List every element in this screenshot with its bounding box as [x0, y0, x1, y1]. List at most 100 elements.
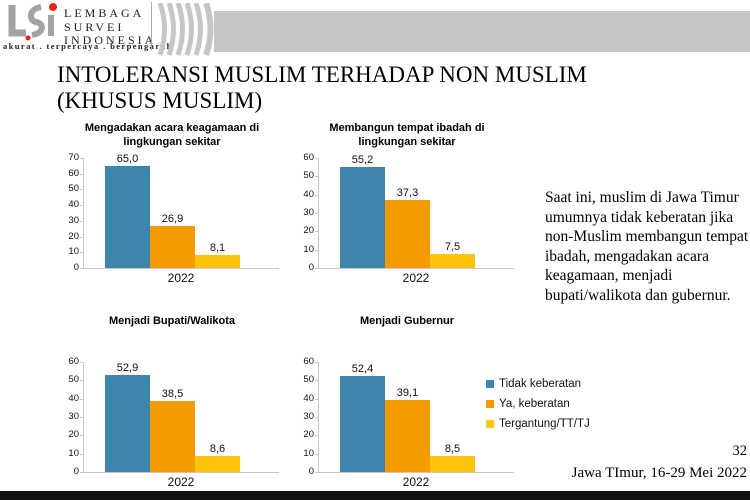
legend-item: Ya, keberatan [486, 394, 590, 414]
legend-item: Tidak keberatan [486, 374, 590, 394]
brand-name: LEMBAGA SURVEI INDONESIA [64, 6, 157, 48]
bar-value-label: 52,9 [116, 362, 139, 375]
y-axis-tick: 30 [288, 208, 319, 218]
legend-label: Ya, keberatan [499, 398, 570, 410]
page-title: INTOLERANSI MUSLIM TERHADAP NON MUSLIM (… [57, 62, 717, 114]
y-axis-tick: 30 [53, 215, 84, 226]
chart-title: Menjadi Bupati/Walikota [108, 315, 236, 327]
bar-value-label: 8,6 [209, 443, 226, 456]
bar-series-3: 8,6 [195, 443, 240, 472]
page-title-line2: (KHUSUS MUSLIM) [57, 88, 263, 113]
bar-series-3: 8,1 [195, 242, 240, 268]
legend-swatch-icon [486, 400, 494, 408]
legend-swatch-icon [486, 420, 494, 428]
plot-area: 0 10 20 30 40 50 60 52,4 39,1 8,5 [303, 357, 514, 477]
bar-value-label: 65,0 [116, 152, 139, 165]
y-axis-tick: 50 [53, 375, 84, 385]
bar-value-label: 8,1 [209, 242, 226, 255]
x-axis-label: 2022 [402, 271, 430, 285]
bar-series-3: 8,5 [430, 443, 475, 472]
y-axis-tick: 0 [53, 467, 84, 477]
brand-line-2: SURVEI [64, 19, 125, 34]
plot-area: 0 10 20 30 40 50 60 55,2 37,3 7,5 [303, 153, 514, 273]
bar-series-1: 52,9 [105, 362, 150, 472]
y-axis-tick: 40 [53, 200, 84, 210]
y-axis-tick: 40 [53, 393, 84, 404]
bar-series-3: 7,5 [430, 241, 475, 268]
legend-label: Tergantung/TT/TJ [499, 418, 590, 430]
bar-value-label: 8,5 [444, 443, 461, 456]
bar-group: 65,0 26,9 8,1 [105, 153, 240, 268]
legend-swatch-icon [486, 380, 494, 388]
header-stripes-decoration-icon [157, 3, 214, 56]
y-axis-tick: 30 [53, 412, 84, 422]
chart-title: Mengadakan acara keagamaan di lingkungan… [84, 122, 260, 148]
y-axis-tick: 40 [288, 393, 319, 404]
header-band-decoration [214, 11, 750, 52]
bar-group: 55,2 37,3 7,5 [340, 154, 475, 268]
bar-series-1: 65,0 [105, 153, 150, 268]
bar-series-2: 38,5 [150, 388, 195, 472]
brand-tagline: akurat . terpercaya . berpengaruh [3, 41, 173, 51]
footer-survey-period: Jawa TImur, 16-29 Mei 2022 [571, 465, 747, 481]
page-number: 32 [732, 443, 748, 459]
lsi-logo-icon [8, 3, 57, 41]
chart-menjadi-bupati-walikota: Menjadi Bupati/Walikota 0 10 20 30 40 50 60 52,… [57, 315, 287, 489]
bar-value-label: 55,2 [351, 153, 374, 166]
header: LEMBAGA SURVEI INDONESIA akurat . terper… [0, 0, 750, 58]
bar-group: 52,9 38,5 8,6 [105, 362, 240, 472]
chart-menjadi-gubernur: Menjadi Gubernur 0 10 20 30 40 50 60 52,4 39,1 8,… [292, 315, 522, 489]
y-axis-tick: 20 [288, 430, 319, 440]
y-axis-tick: 10 [288, 448, 319, 459]
bottom-bar [0, 491, 750, 500]
bar-series-2: 26,9 [150, 213, 195, 268]
page-title-line1: INTOLERANSI MUSLIM TERHADAP NON MUSLIM [57, 62, 587, 87]
y-axis-tick: 30 [288, 412, 319, 422]
plot-area: 0 10 20 30 40 50 60 52,9 38,5 8,6 [68, 357, 279, 477]
chart-membangun-tempat-ibadah: Membangun tempat ibadah di lingkungan se… [292, 122, 522, 285]
brand-line-3: INDONESIA [64, 33, 157, 47]
x-axis-label: 2022 [402, 475, 430, 489]
chart-mengadakan-acara-keagamaan: Mengadakan acara keagamaan di lingkungan… [57, 122, 287, 285]
y-axis-tick: 20 [53, 430, 84, 440]
bar-series-1: 55,2 [340, 154, 385, 268]
y-axis-tick: 0 [288, 467, 319, 477]
y-axis-tick: 40 [288, 189, 319, 200]
bar-value-label: 26,9 [161, 212, 184, 225]
legend-label: Tidak keberatan [499, 378, 582, 390]
y-axis-tick: 60 [53, 168, 84, 179]
y-axis-tick: 10 [53, 247, 84, 257]
y-axis-tick: 50 [288, 171, 319, 181]
y-axis-tick: 10 [53, 448, 84, 459]
x-axis-label: 2022 [167, 475, 195, 489]
y-axis-tick: 60 [53, 357, 84, 367]
chart-title: Menjadi Gubernur [359, 315, 455, 327]
bar-series-2: 37,3 [385, 187, 430, 268]
y-axis-tick: 50 [288, 375, 319, 385]
brand-line-1: LEMBAGA [64, 6, 145, 20]
y-axis-tick: 60 [288, 153, 319, 163]
y-axis-tick: 0 [288, 263, 319, 273]
y-axis-tick: 70 [53, 153, 84, 163]
bar-value-label: 52,4 [351, 362, 374, 375]
bar-series-1: 52,4 [340, 363, 385, 472]
bar-value-label: 37,3 [396, 186, 419, 199]
y-axis-tick: 50 [53, 184, 84, 194]
chart-title: Membangun tempat ibadah di lingkungan se… [329, 122, 485, 148]
legend-item: Tergantung/TT/TJ [486, 414, 590, 434]
x-axis-label: 2022 [167, 271, 195, 285]
bar-group: 52,4 39,1 8,5 [340, 363, 475, 472]
bar-value-label: 39,1 [396, 387, 419, 400]
header-divider [151, 2, 152, 50]
y-axis-tick: 20 [53, 231, 84, 242]
plot-area: 0 10 20 30 40 50 60 70 65,0 26,9 8,1 [68, 153, 279, 273]
bar-value-label: 7,5 [444, 241, 461, 254]
summary-note: Saat ini, muslim di Jawa Timur umumnya t… [545, 189, 749, 304]
y-axis-tick: 0 [53, 263, 84, 273]
chart-legend: Tidak keberatan Ya, keberatan Tergantung/T… [486, 374, 590, 434]
y-axis-tick: 20 [288, 226, 319, 236]
bar-value-label: 38,5 [161, 388, 184, 401]
y-axis-tick: 10 [288, 244, 319, 255]
bar-series-2: 39,1 [385, 387, 430, 472]
